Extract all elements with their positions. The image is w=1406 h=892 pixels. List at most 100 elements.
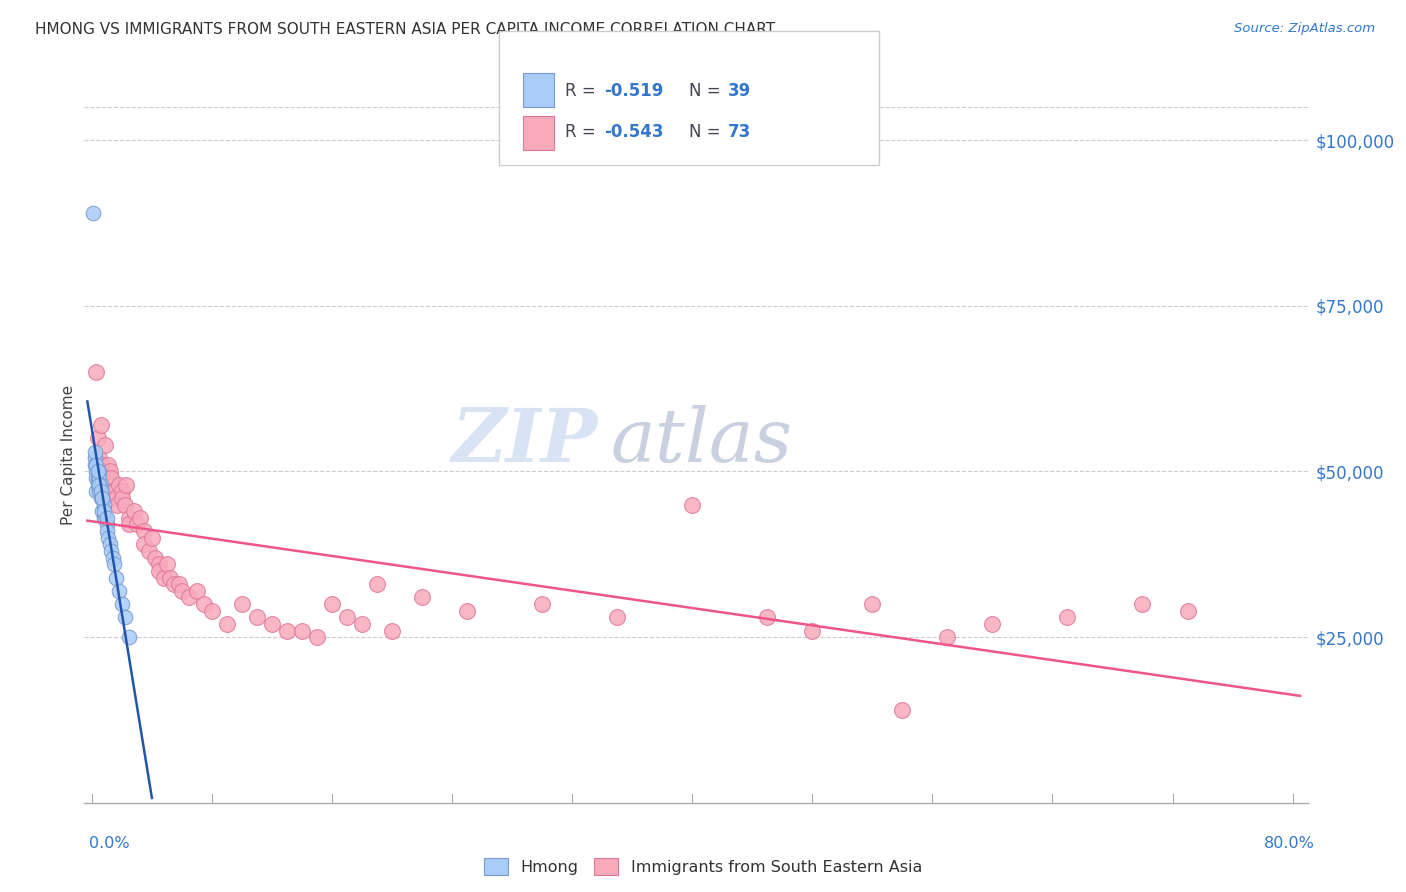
Point (134, 537, 156, 551)
Point (215, 616, 238, 631)
Point (291, 624, 314, 638)
Point (260, 616, 283, 631)
Point (156, 558, 179, 572)
Legend: Hmong, Immigrants from South Eastern Asia: Hmong, Immigrants from South Eastern Asi… (479, 854, 927, 880)
Point (96, 491, 118, 505)
Point (101, 550, 124, 565)
Point (90, 491, 112, 505)
Point (891, 703, 914, 717)
Point (96, 517, 118, 532)
Text: Source: ZipAtlas.com: Source: ZipAtlas.com (1234, 22, 1375, 36)
Point (89, 471, 111, 485)
Point (606, 610, 628, 624)
Point (118, 517, 141, 532)
Y-axis label: Per Capita Income: Per Capita Income (60, 384, 76, 525)
Point (90, 484, 112, 499)
Point (801, 624, 824, 638)
Point (82, 206, 104, 220)
Text: N =: N = (689, 123, 725, 141)
Point (87, 471, 110, 485)
Point (86, 365, 108, 379)
Point (1132, 597, 1154, 611)
Point (91, 477, 114, 491)
Point (83, 451, 105, 466)
Point (91, 458, 114, 472)
Text: R =: R = (565, 82, 602, 100)
Text: 0.0%: 0.0% (89, 836, 129, 851)
Point (153, 570, 176, 584)
Point (143, 550, 166, 565)
Point (114, 610, 136, 624)
Point (167, 577, 190, 591)
Point (93, 504, 115, 518)
Point (105, 498, 128, 512)
Point (93, 498, 115, 512)
Point (159, 570, 181, 584)
Point (87, 431, 110, 445)
Point (86, 465, 108, 479)
Point (1177, 604, 1199, 618)
Point (186, 583, 208, 598)
Point (122, 504, 145, 518)
Point (231, 597, 253, 611)
Point (104, 491, 127, 505)
Point (103, 484, 125, 499)
Point (138, 544, 160, 558)
Point (456, 604, 478, 618)
Point (111, 491, 134, 505)
Point (193, 597, 215, 611)
Point (97, 531, 120, 545)
Point (94, 438, 117, 452)
Point (321, 597, 343, 611)
Point (148, 558, 170, 572)
Point (111, 597, 134, 611)
Point (276, 624, 298, 638)
Point (89, 484, 111, 499)
Point (86, 471, 108, 485)
Text: 73: 73 (728, 123, 752, 141)
Point (114, 498, 136, 512)
Point (411, 591, 433, 605)
Point (366, 577, 388, 591)
Point (936, 630, 959, 644)
Point (89, 451, 111, 466)
Point (860, 597, 883, 611)
Point (201, 604, 224, 618)
Point (97, 458, 120, 472)
Point (305, 630, 328, 644)
Point (86, 484, 108, 499)
Point (148, 564, 170, 578)
Point (91, 504, 114, 518)
Point (381, 624, 404, 638)
Point (100, 544, 122, 558)
Point (91, 491, 114, 505)
Point (246, 610, 269, 624)
Point (981, 616, 1004, 631)
Text: ZIP: ZIP (451, 405, 598, 477)
Point (141, 531, 163, 545)
Point (96, 524, 118, 538)
Point (104, 570, 127, 584)
Point (89, 477, 111, 491)
Point (90, 465, 112, 479)
Point (681, 498, 703, 512)
Text: atlas: atlas (610, 405, 793, 477)
Point (118, 511, 141, 525)
Point (96, 511, 118, 525)
Point (83, 458, 105, 472)
Point (115, 477, 138, 491)
Point (98, 537, 121, 551)
Point (108, 583, 131, 598)
Point (89, 465, 111, 479)
Point (93, 465, 115, 479)
Text: 39: 39 (728, 82, 752, 100)
Point (756, 610, 779, 624)
Point (98, 465, 121, 479)
Point (111, 484, 134, 499)
Text: 80.0%: 80.0% (1264, 836, 1315, 851)
Point (86, 458, 108, 472)
Point (179, 591, 201, 605)
Text: R =: R = (565, 123, 602, 141)
Text: -0.543: -0.543 (605, 123, 664, 141)
Point (90, 477, 112, 491)
